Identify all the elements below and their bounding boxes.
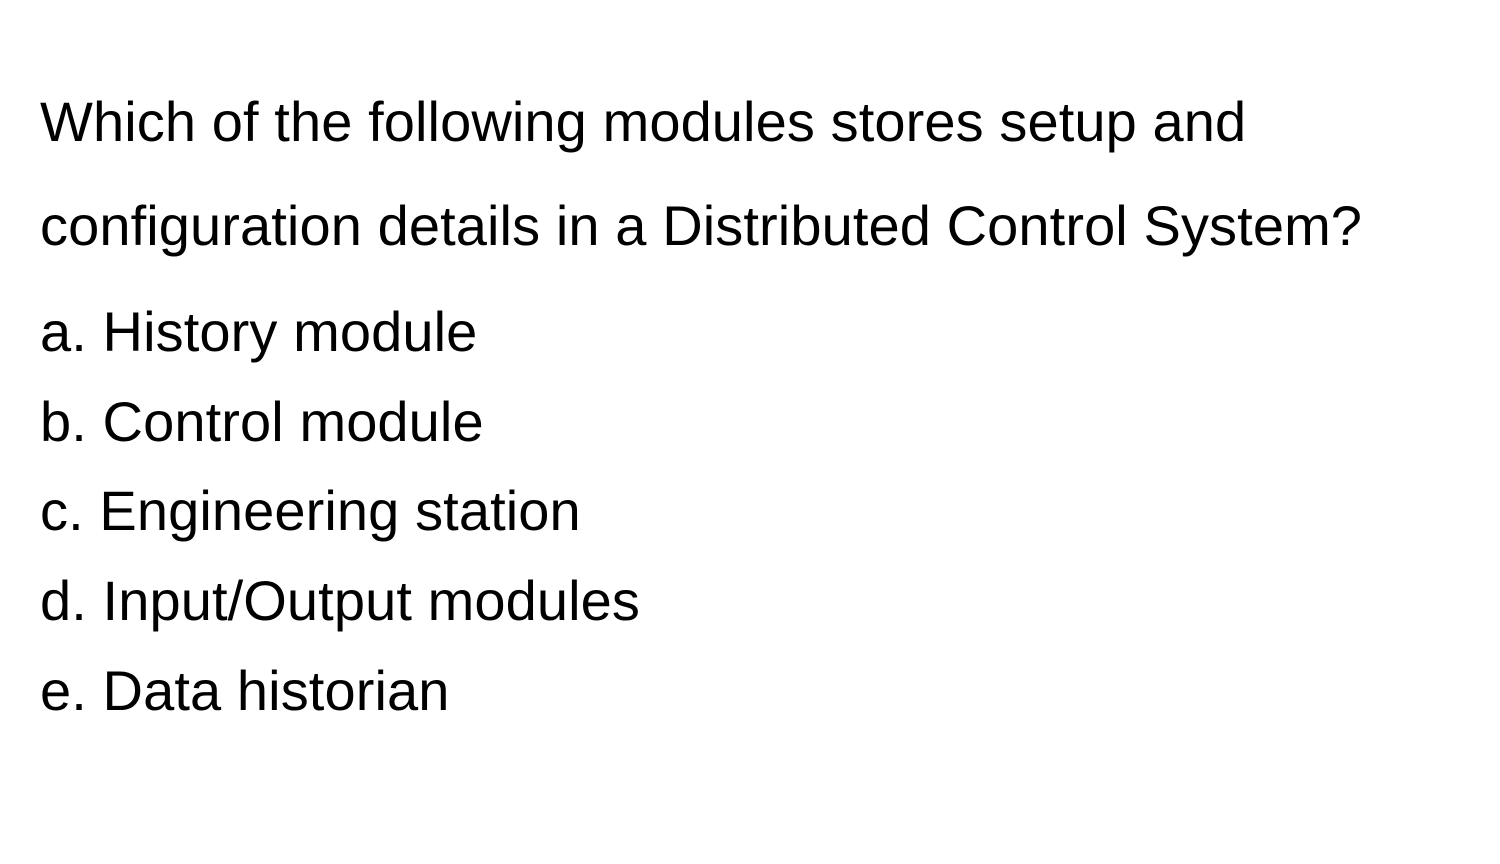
- options-list: a. History module b. Control module c. E…: [40, 287, 1460, 735]
- option-c: c. Engineering station: [40, 466, 1460, 556]
- option-e: e. Data historian: [40, 646, 1460, 736]
- option-d: d. Input/Output modules: [40, 556, 1460, 646]
- page-container: Which of the following modules stores se…: [0, 0, 1500, 775]
- option-b: b. Control module: [40, 377, 1460, 467]
- option-a: a. History module: [40, 287, 1460, 377]
- question-text: Which of the following modules stores se…: [40, 70, 1460, 277]
